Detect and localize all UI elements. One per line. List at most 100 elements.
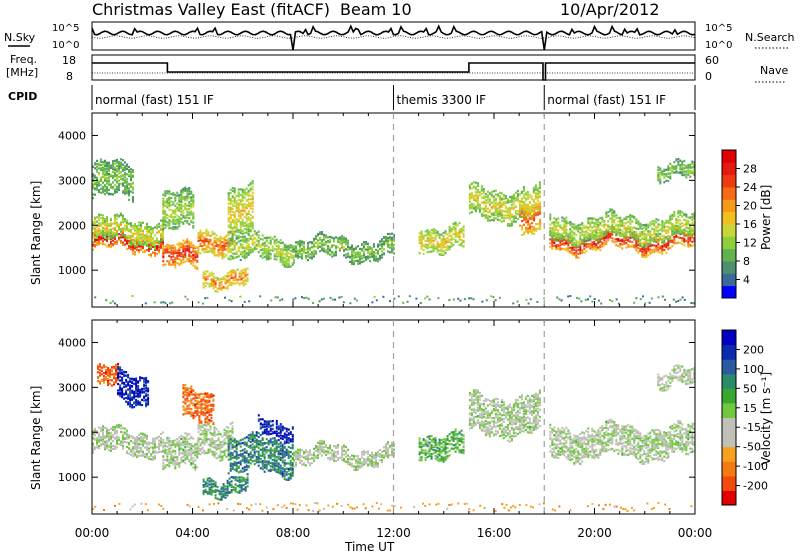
range-cell <box>283 253 286 256</box>
range-cell <box>373 254 375 257</box>
range-cell <box>132 232 134 235</box>
range-cell <box>106 233 108 236</box>
range-cell <box>571 240 574 243</box>
range-cell <box>525 213 528 216</box>
range-cell <box>131 385 134 388</box>
range-cell <box>138 245 140 248</box>
range-cell <box>277 247 280 251</box>
range-cell <box>365 255 367 258</box>
range-cell <box>563 229 566 232</box>
range-cell <box>601 242 604 245</box>
range-cell <box>247 232 250 235</box>
range-cell <box>559 241 562 244</box>
range-cell <box>150 446 152 449</box>
range-cell <box>527 222 530 225</box>
range-cell <box>113 367 115 370</box>
range-cell <box>651 234 654 237</box>
range-cell <box>514 220 517 223</box>
range-cell <box>136 233 138 236</box>
range-cell <box>593 237 596 241</box>
range-cell <box>521 211 524 215</box>
range-cell <box>621 240 624 243</box>
range-cell <box>476 204 479 207</box>
range-cell <box>341 239 343 242</box>
range-cell <box>243 221 246 225</box>
range-cell <box>687 226 690 229</box>
range-cell <box>553 225 556 229</box>
range-cell <box>164 448 167 451</box>
range-cell <box>182 261 185 264</box>
range-cell <box>549 246 552 249</box>
range-cell <box>168 219 171 222</box>
range-cell <box>480 192 483 195</box>
range-cell <box>226 287 229 290</box>
range-cell <box>474 210 477 213</box>
range-cell <box>251 238 254 241</box>
range-cell <box>667 245 670 248</box>
range-cell <box>685 165 688 168</box>
range-cell <box>162 242 164 245</box>
range-cell <box>607 231 610 234</box>
range-cell <box>337 246 339 249</box>
range-cell <box>657 246 660 249</box>
range-cell <box>599 249 602 252</box>
range-cell <box>480 187 483 190</box>
range-cell <box>369 246 371 249</box>
range-cell <box>420 236 423 239</box>
range-cell <box>297 249 299 252</box>
range-cell <box>512 193 515 196</box>
range-cell <box>231 200 234 203</box>
range-cell <box>106 435 108 438</box>
range-cell <box>102 185 104 189</box>
range-cell <box>305 251 307 254</box>
range-cell <box>107 366 109 370</box>
range-cell <box>679 225 682 229</box>
range-cell <box>661 295 664 298</box>
range-cell <box>643 243 646 246</box>
range-cell <box>339 238 341 241</box>
range-cell <box>144 236 146 239</box>
range-cell <box>289 255 292 258</box>
range-cell <box>641 247 644 250</box>
range-cell <box>575 256 578 259</box>
range-cell <box>512 218 515 221</box>
range-cell <box>245 237 248 240</box>
range-cell <box>538 181 541 184</box>
range-cell <box>190 212 193 215</box>
range-cell <box>333 237 335 240</box>
range-cell <box>527 210 530 213</box>
range-cell <box>526 190 529 194</box>
range-cell <box>100 184 102 187</box>
range-cell <box>178 247 181 251</box>
range-cell <box>454 240 457 243</box>
range-cell <box>287 255 290 259</box>
range-cell <box>496 195 499 198</box>
range-cell <box>190 244 193 247</box>
range-cell <box>361 249 363 252</box>
range-cell <box>178 243 181 246</box>
range-cell <box>188 243 191 246</box>
range-cell <box>663 248 666 252</box>
range-cell <box>148 451 150 454</box>
range-cell <box>641 236 644 240</box>
range-cell <box>565 231 568 234</box>
range-cell <box>462 239 465 243</box>
range-cell <box>281 261 284 264</box>
range-cell <box>128 189 130 192</box>
range-cell <box>595 231 598 234</box>
range-cell <box>104 446 106 449</box>
range-cell <box>100 160 102 163</box>
range-cell <box>154 247 156 250</box>
range-cell <box>205 228 208 232</box>
range-cell <box>98 231 100 234</box>
range-cell <box>132 169 134 172</box>
range-cell <box>319 237 321 240</box>
range-cell <box>593 242 596 245</box>
range-cell <box>92 221 94 224</box>
range-cell <box>347 252 349 255</box>
range-cell <box>573 233 576 236</box>
range-cell <box>94 218 96 221</box>
range-cell <box>599 240 602 243</box>
range-cell <box>116 224 118 227</box>
range-cell <box>275 238 278 241</box>
